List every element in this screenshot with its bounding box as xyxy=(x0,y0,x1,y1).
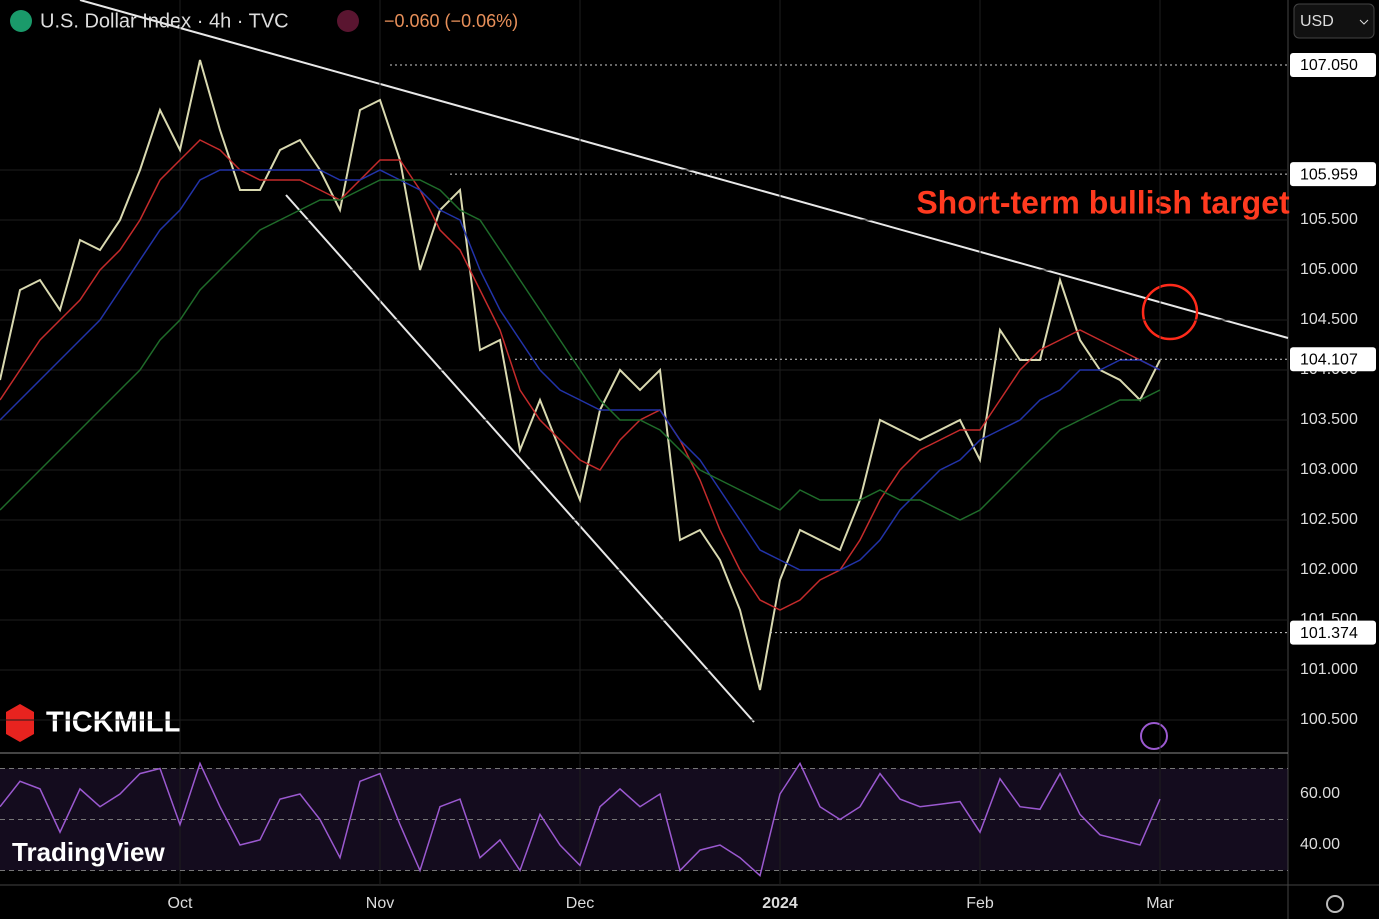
moving-average xyxy=(0,139,1161,611)
dropdown-arrow xyxy=(1359,19,1369,25)
level-box xyxy=(1290,53,1376,77)
moving-average xyxy=(0,169,1161,571)
level-label: 104.107 xyxy=(1300,352,1358,369)
currency-select[interactable] xyxy=(1293,3,1375,39)
broker-name: TICKMILL xyxy=(46,707,181,739)
level-box xyxy=(1290,620,1376,645)
annotation: Short-term bullish target xyxy=(916,184,1290,220)
platform-name: TradingView xyxy=(12,837,165,867)
price-line xyxy=(0,59,1161,691)
alert-icon[interactable] xyxy=(1140,722,1168,750)
y-tick-label: 102.500 xyxy=(1300,511,1358,528)
rsi-tick-label: 60.00 xyxy=(1300,785,1340,802)
rsi-tick-label: 40.00 xyxy=(1300,836,1340,853)
x-tick-label: Oct xyxy=(168,895,193,912)
rsi-line xyxy=(0,761,1161,877)
x-tick-label: 2024 xyxy=(762,895,798,912)
y-tick-label: 101.000 xyxy=(1300,661,1358,678)
target-circle xyxy=(1141,283,1199,341)
moving-average xyxy=(0,179,1161,521)
level-label: 107.050 xyxy=(1300,57,1358,74)
y-tick-label: 102.000 xyxy=(1300,561,1358,578)
symbol-title: U.S. Dollar Index · 4h · TVC xyxy=(40,10,289,32)
y-tick-label: 104.500 xyxy=(1300,311,1358,328)
x-tick-label: Feb xyxy=(966,895,994,912)
currency-label[interactable]: USD xyxy=(1300,13,1334,30)
symbol-icon xyxy=(10,10,32,32)
level-label: 105.959 xyxy=(1300,166,1358,183)
level-box xyxy=(1290,162,1376,187)
y-tick-label: 105.500 xyxy=(1300,211,1358,228)
y-tick-label: 103.500 xyxy=(1300,411,1358,428)
status-icon xyxy=(337,10,359,32)
x-tick-label: Dec xyxy=(566,895,594,912)
level-box xyxy=(1290,347,1376,372)
x-tick-label: Mar xyxy=(1146,895,1174,912)
x-tick-label: Nov xyxy=(366,895,394,912)
y-tick-label: 100.500 xyxy=(1300,711,1358,728)
y-tick-label: 105.000 xyxy=(1300,261,1358,278)
broker-logo xyxy=(6,704,34,742)
trend-line xyxy=(285,194,755,723)
settings-icon[interactable] xyxy=(1326,895,1344,913)
y-tick-label: 103.000 xyxy=(1300,461,1358,478)
trend-line xyxy=(79,0,1289,339)
price-change: −0.060 (−0.06%) xyxy=(384,11,518,31)
level-label: 101.374 xyxy=(1300,625,1358,642)
